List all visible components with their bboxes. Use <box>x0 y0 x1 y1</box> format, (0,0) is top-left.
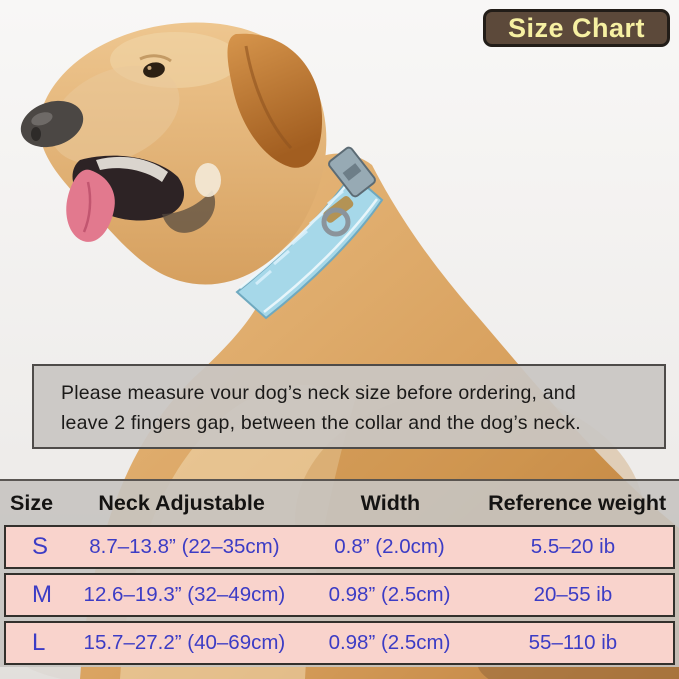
header-width: Width <box>360 490 421 515</box>
row-width-value: 0.8” (2.0cm) <box>334 535 445 558</box>
row-size-label: M <box>32 581 52 608</box>
row-weight-value: 20–55 ib <box>533 583 613 606</box>
collar-ring <box>321 207 351 237</box>
size-table-header: Size Neck Adjustable Width Reference wei… <box>0 481 679 525</box>
size-table: Size Neck Adjustable Width Reference wei… <box>0 479 679 667</box>
row-neck-value: 8.7–13.8” (22–35cm) <box>89 535 280 558</box>
header-neck: Neck Adjustable <box>98 490 265 515</box>
row-width-value: 0.98” (2.5cm) <box>328 583 451 606</box>
table-row-m: M 12.6–19.3” (32–49cm) 0.98” (2.5cm) 20–… <box>4 573 675 617</box>
row-neck-value: 12.6–19.3” (32–49cm) <box>83 583 286 606</box>
row-size-label: L <box>32 629 46 656</box>
row-width-value: 0.98” (2.5cm) <box>328 631 451 654</box>
dog-jowl <box>162 190 216 233</box>
table-row-l: L 15.7–27.2” (40–69cm) 0.98” (2.5cm) 55–… <box>4 621 675 665</box>
row-neck-value: 15.7–27.2” (40–69cm) <box>83 631 286 654</box>
header-size: Size <box>10 490 54 515</box>
row-weight-value: 5.5–20 ib <box>530 535 616 558</box>
notice-line-2: leave 2 fingers gap, between the collar … <box>61 412 581 434</box>
table-row-s: S 8.7–13.8” (22–35cm) 0.8” (2.0cm) 5.5–2… <box>4 525 675 569</box>
row-size-label: S <box>32 533 49 560</box>
dog-head <box>20 22 327 285</box>
dog-eye <box>143 62 165 78</box>
notice-line-1: Please measure vour dog’s neck size befo… <box>61 382 576 404</box>
dog-cheek-spot <box>195 163 221 197</box>
size-chart-title-badge: Size Chart <box>483 9 670 47</box>
dog-collar <box>235 146 384 320</box>
page-title: Size Chart <box>507 12 646 43</box>
header-weight: Reference weight <box>488 490 667 515</box>
dog-teeth <box>96 156 168 182</box>
row-weight-value: 55–110 ib <box>528 631 618 654</box>
measurement-notice: Please measure vour dog’s neck size befo… <box>32 364 666 449</box>
collar-buckle <box>328 146 376 198</box>
